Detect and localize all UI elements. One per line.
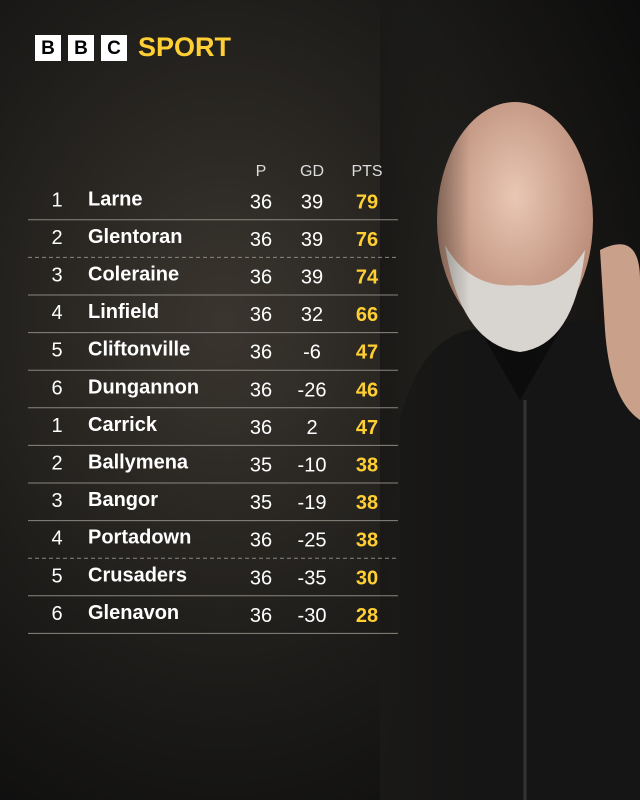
team-name: Glenavon — [88, 602, 179, 624]
goal-difference: 2 — [306, 417, 317, 439]
goal-difference: -10 — [298, 454, 327, 476]
photo — [380, 0, 640, 800]
logo-letter: C — [107, 38, 121, 59]
points: 28 — [356, 605, 378, 627]
played: 35 — [250, 454, 272, 476]
team-name: Dungannon — [88, 376, 199, 398]
goal-difference: 39 — [301, 266, 323, 288]
rank: 2 — [51, 452, 62, 474]
rank: 2 — [51, 227, 62, 249]
team-name: Larne — [88, 188, 142, 210]
points: 47 — [356, 342, 378, 364]
played: 36 — [250, 567, 272, 589]
team-name: Crusaders — [88, 564, 187, 586]
points: 47 — [356, 417, 378, 439]
goal-difference: -19 — [298, 492, 327, 514]
played: 36 — [250, 191, 272, 213]
played: 36 — [250, 379, 272, 401]
team-name: Carrick — [88, 414, 158, 436]
hand — [600, 244, 640, 420]
goal-difference: -30 — [298, 605, 327, 627]
logo-box — [35, 35, 61, 61]
column-header: PTS — [351, 163, 382, 180]
points: 38 — [356, 530, 378, 552]
beard — [445, 245, 585, 352]
rank: 6 — [51, 377, 62, 399]
goal-difference: 39 — [301, 191, 323, 213]
rank: 6 — [51, 603, 62, 625]
team-name: Ballymena — [88, 451, 189, 473]
points: 76 — [356, 229, 378, 251]
points: 66 — [356, 304, 378, 326]
goal-difference: 39 — [301, 229, 323, 251]
logo-letter: B — [74, 38, 88, 59]
rank: 1 — [51, 415, 62, 437]
played: 36 — [250, 266, 272, 288]
team-name: Glentoran — [88, 226, 182, 248]
points: 79 — [356, 191, 378, 213]
team-name: Coleraine — [88, 263, 179, 285]
rank: 3 — [51, 490, 62, 512]
column-header: P — [256, 163, 267, 180]
played: 35 — [250, 492, 272, 514]
played: 36 — [250, 342, 272, 364]
rank: 4 — [51, 528, 62, 550]
logo-box — [68, 35, 94, 61]
points: 38 — [356, 492, 378, 514]
played: 36 — [250, 304, 272, 326]
rank: 5 — [51, 565, 62, 587]
played: 36 — [250, 229, 272, 251]
rank: 4 — [51, 302, 62, 324]
played: 36 — [250, 417, 272, 439]
collar — [480, 330, 560, 400]
played: 36 — [250, 530, 272, 552]
played: 36 — [250, 605, 272, 627]
brand: SPORT — [138, 32, 232, 62]
points: 46 — [356, 379, 378, 401]
column-header: GD — [300, 163, 324, 180]
photo-fade — [380, 0, 470, 800]
goal-difference: -6 — [303, 342, 321, 364]
rank: 5 — [51, 340, 62, 362]
team-name: Bangor — [88, 489, 158, 511]
points: 30 — [356, 567, 378, 589]
rank: 1 — [51, 189, 62, 211]
points: 74 — [356, 266, 379, 288]
points: 38 — [356, 454, 378, 476]
logo-box — [101, 35, 127, 61]
goal-difference: -25 — [298, 530, 327, 552]
goal-difference: -26 — [298, 379, 327, 401]
logo-letter: B — [41, 38, 55, 59]
team-name: Cliftonville — [88, 339, 190, 361]
goal-difference: 32 — [301, 304, 323, 326]
team-name: Portadown — [88, 527, 191, 549]
team-name: Linfield — [88, 301, 159, 323]
goal-difference: -35 — [298, 567, 327, 589]
rank: 3 — [51, 264, 62, 286]
